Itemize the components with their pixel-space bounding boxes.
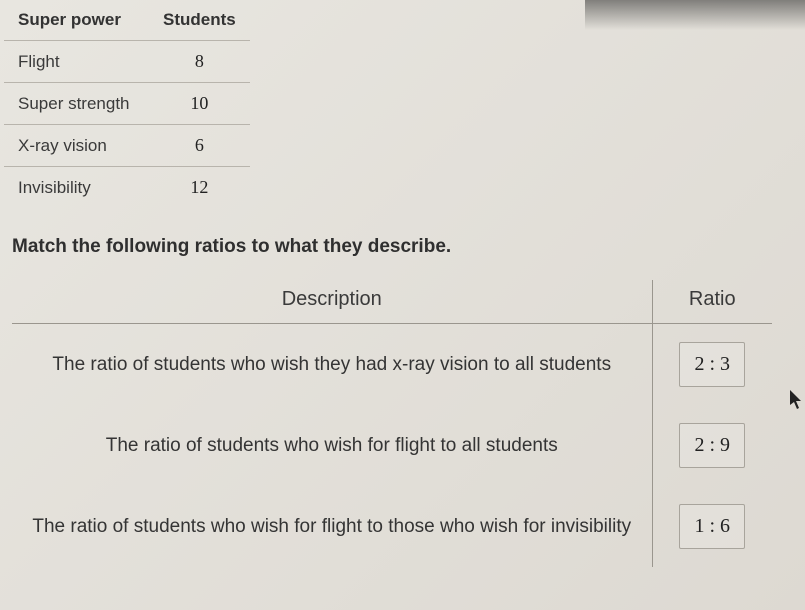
description-cell: The ratio of students who wish for fligh… — [12, 405, 652, 486]
match-row: The ratio of students who wish for fligh… — [12, 405, 772, 486]
cell-power: Super strength — [4, 83, 149, 125]
table-row: Flight 8 — [4, 41, 250, 83]
ratio-cell: 1 : 6 — [652, 486, 772, 567]
table-row: Invisibility 12 — [4, 167, 250, 209]
table-row: X-ray vision 6 — [4, 125, 250, 167]
cell-students: 10 — [149, 83, 250, 125]
superpower-table: Super power Students Flight 8 Super stre… — [4, 0, 250, 208]
column-header-power: Super power — [4, 0, 149, 41]
ratio-box[interactable]: 2 : 9 — [679, 423, 745, 468]
match-table: Description Ratio The ratio of students … — [12, 280, 772, 567]
cell-students: 12 — [149, 167, 250, 209]
column-header-students: Students — [149, 0, 250, 41]
cell-power: Invisibility — [4, 167, 149, 209]
vignette-corner — [585, 0, 805, 30]
cursor-icon — [789, 390, 803, 410]
match-row: The ratio of students who wish they had … — [12, 324, 772, 406]
ratio-cell: 2 : 9 — [652, 405, 772, 486]
column-header-description: Description — [12, 280, 652, 324]
ratio-box[interactable]: 2 : 3 — [679, 342, 745, 387]
description-cell: The ratio of students who wish for fligh… — [12, 486, 652, 567]
cell-power: X-ray vision — [4, 125, 149, 167]
cell-students: 6 — [149, 125, 250, 167]
column-header-ratio: Ratio — [652, 280, 772, 324]
instruction-text: Match the following ratios to what they … — [12, 236, 805, 258]
match-row: The ratio of students who wish for fligh… — [12, 486, 772, 567]
description-cell: The ratio of students who wish they had … — [12, 324, 652, 406]
table-row: Super strength 10 — [4, 83, 250, 125]
cell-students: 8 — [149, 41, 250, 83]
ratio-box[interactable]: 1 : 6 — [679, 504, 745, 549]
cell-power: Flight — [4, 41, 149, 83]
ratio-cell: 2 : 3 — [652, 324, 772, 406]
